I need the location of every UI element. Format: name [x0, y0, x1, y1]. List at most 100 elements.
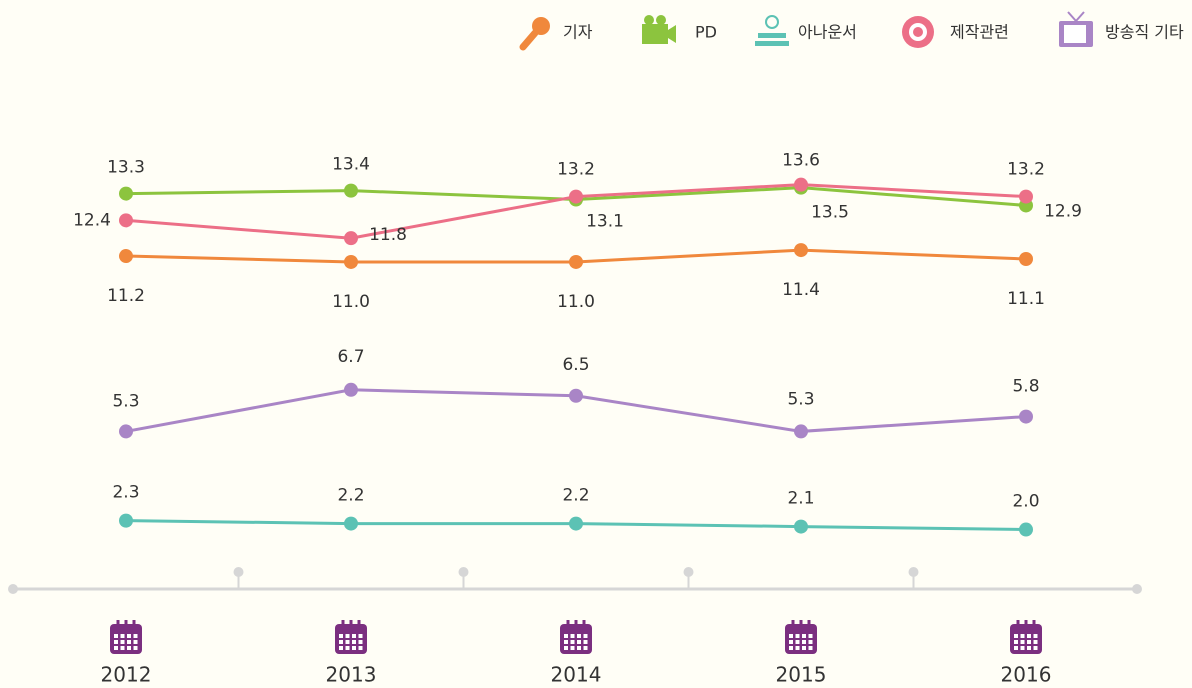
calendar-cell	[1027, 634, 1031, 638]
calendar-cell	[789, 634, 793, 638]
data-point	[569, 254, 583, 269]
data-point	[344, 183, 358, 198]
timeline-dot	[908, 567, 919, 577]
data-label: 11.1	[1007, 289, 1045, 309]
data-label: 5.3	[112, 391, 139, 411]
calendar-cell	[114, 646, 118, 650]
calendar-ring	[116, 620, 120, 628]
data-label: 11.0	[332, 292, 370, 312]
gear-core	[913, 27, 923, 37]
tv-screen	[1064, 25, 1086, 43]
camera-reel	[644, 15, 654, 25]
calendar-cell	[577, 634, 581, 638]
data-label: 2.2	[562, 486, 589, 506]
calendar-cell	[1020, 634, 1025, 638]
calendar-cell	[564, 634, 568, 638]
calendar-cell	[564, 646, 568, 650]
calendar-cell	[345, 634, 350, 638]
data-point	[1019, 189, 1033, 204]
calendar-cell	[795, 640, 800, 644]
calendar-ring	[799, 620, 803, 628]
calendar-cell	[114, 640, 118, 644]
person-head	[765, 15, 779, 29]
calendar-cell	[127, 646, 131, 650]
data-label: 12.9	[1044, 201, 1082, 221]
calendar-cell	[1027, 640, 1031, 644]
calendar-cell	[339, 640, 343, 644]
calendar-cell	[570, 646, 575, 650]
calendar-ring	[132, 620, 136, 628]
data-label: 5.8	[1012, 377, 1039, 397]
data-point	[794, 243, 808, 258]
data-point	[569, 388, 583, 403]
tv-antenna	[1075, 11, 1085, 22]
desk-base	[755, 41, 789, 46]
calendar-cell	[352, 634, 356, 638]
legend-label: 아나운서	[798, 23, 857, 42]
data-label: 11.4	[782, 280, 820, 300]
data-point	[794, 519, 808, 534]
calendar-cell	[802, 640, 806, 644]
legend-icon	[902, 16, 934, 48]
legend-icon	[642, 15, 676, 44]
calendar-cell	[808, 634, 813, 638]
x-tick-label: 2013	[326, 663, 377, 687]
legend-label: 제작관련	[950, 23, 1009, 42]
data-point	[119, 213, 133, 228]
timeline-end	[1132, 584, 1142, 594]
data-label: 6.5	[562, 355, 589, 375]
legend-label: 기자	[563, 23, 593, 42]
calendar-cell	[1033, 634, 1038, 638]
data-point	[344, 254, 358, 269]
data-point	[569, 516, 583, 531]
data-label: 13.1	[586, 212, 624, 232]
calendar-cell	[339, 646, 343, 650]
camera-lens	[668, 25, 676, 43]
data-point	[569, 189, 583, 204]
calendar-icon	[110, 620, 142, 654]
calendar-ring	[574, 620, 578, 628]
legend-label: 방송직 기타	[1105, 23, 1184, 42]
calendar-ring	[349, 620, 353, 628]
legend-label: PD	[695, 23, 717, 42]
data-label: 13.4	[332, 155, 370, 175]
calendar-cell	[583, 640, 588, 644]
calendar-cell	[802, 646, 806, 650]
data-point	[794, 177, 808, 192]
calendar-ring	[341, 620, 345, 628]
data-label: 11.0	[557, 292, 595, 312]
calendar-ring	[357, 620, 361, 628]
data-point	[119, 249, 133, 264]
calendar-cell	[358, 640, 363, 644]
data-label: 6.7	[337, 347, 364, 367]
data-point	[119, 186, 133, 201]
data-point	[1019, 251, 1033, 266]
calendar-cell	[358, 634, 363, 638]
x-tick-label: 2014	[551, 663, 602, 687]
calendar-cell	[577, 640, 581, 644]
calendar-cell	[120, 634, 125, 638]
desk	[758, 33, 786, 38]
data-label: 11.8	[369, 225, 407, 245]
x-tick-label: 2015	[776, 663, 827, 687]
calendar-cell	[120, 646, 125, 650]
calendar-cell	[789, 640, 793, 644]
calendar-ring	[1024, 620, 1028, 628]
tv-antenna	[1067, 11, 1077, 22]
calendar-cell	[339, 634, 343, 638]
calendar-ring	[1016, 620, 1020, 628]
calendar-cell	[583, 646, 588, 650]
calendar-cell	[114, 634, 118, 638]
calendar-cell	[564, 640, 568, 644]
calendar-ring	[566, 620, 570, 628]
calendar-cell	[1014, 646, 1018, 650]
data-label: 2.2	[337, 486, 364, 506]
calendar-ring	[791, 620, 795, 628]
camera-body	[642, 24, 668, 44]
data-point	[344, 382, 358, 397]
calendar-icon	[560, 620, 592, 654]
calendar-ring	[582, 620, 586, 628]
calendar-cell	[352, 640, 356, 644]
calendar-cell	[1033, 646, 1038, 650]
